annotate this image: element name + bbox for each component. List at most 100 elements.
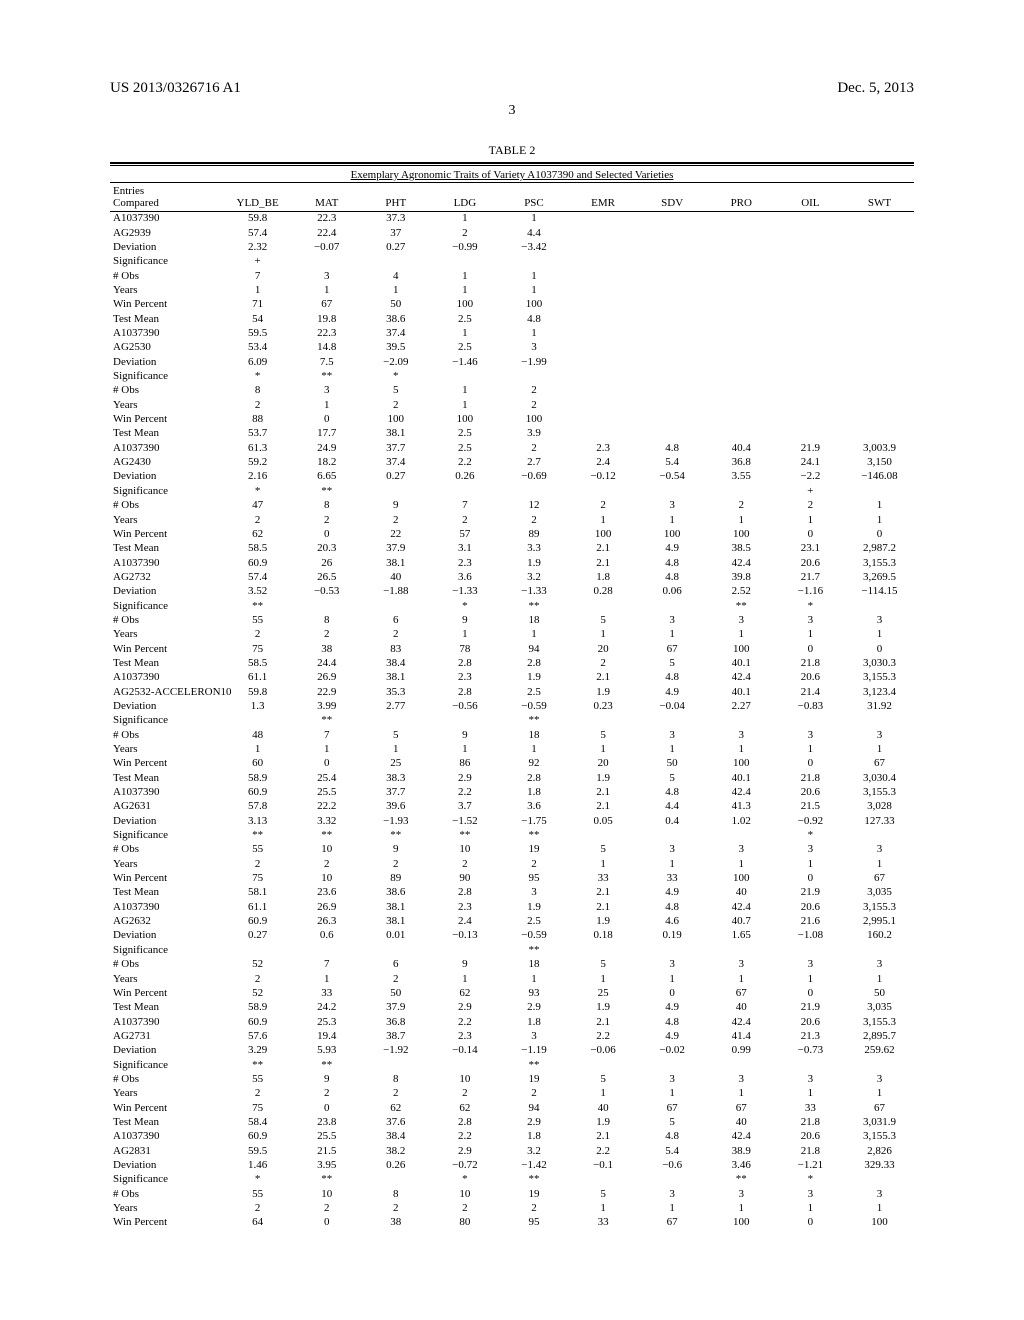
data-cell: −1.99 (499, 355, 568, 369)
data-cell: 47 (223, 499, 292, 513)
data-cell: 2.5 (430, 427, 499, 441)
data-cell (707, 241, 776, 255)
data-cell: 21.4 (776, 685, 845, 699)
data-cell: 2.3 (430, 901, 499, 915)
data-cell (638, 599, 707, 613)
data-cell: 8 (361, 1073, 430, 1087)
data-cell: 18 (499, 614, 568, 628)
row-label: A1037390 (110, 556, 223, 570)
table-row: Win Percent6002586922050100067 (110, 757, 914, 771)
data-cell: 3,269.5 (845, 571, 914, 585)
data-cell: 4.9 (638, 685, 707, 699)
data-cell: 1 (361, 743, 430, 757)
data-cell (776, 384, 845, 398)
data-cell: 2.1 (569, 1130, 638, 1144)
data-cell: 58.4 (223, 1116, 292, 1130)
data-cell: 19 (499, 843, 568, 857)
table-row: # Obs5598101953333 (110, 1073, 914, 1087)
data-cell: 20.6 (776, 1015, 845, 1029)
table-row: AG293957.422.43724.4 (110, 226, 914, 240)
data-cell: 55 (223, 1073, 292, 1087)
data-cell (845, 370, 914, 384)
table-row: Significance**** (110, 370, 914, 384)
data-cell: −1.93 (361, 814, 430, 828)
data-cell: 67 (638, 1216, 707, 1230)
data-cell: 9 (361, 843, 430, 857)
data-cell: 1 (707, 972, 776, 986)
data-cell (776, 255, 845, 269)
data-cell: 4.8 (638, 671, 707, 685)
row-label: Years (110, 398, 223, 412)
row-label: AG2430 (110, 456, 223, 470)
data-cell: 50 (361, 987, 430, 1001)
table-row: Years2121111111 (110, 972, 914, 986)
data-cell: 21.9 (776, 886, 845, 900)
data-cell: 1 (776, 972, 845, 986)
data-cell: 3.6 (430, 571, 499, 585)
data-cell: ** (499, 714, 568, 728)
table-row: A103739061.324.937.72.522.34.840.421.93,… (110, 442, 914, 456)
data-cell (707, 1058, 776, 1072)
data-cell (638, 212, 707, 227)
data-cell: 1 (845, 1087, 914, 1101)
data-cell: 59.5 (223, 1144, 292, 1158)
data-cell: 2.9 (430, 1144, 499, 1158)
data-cell: −0.07 (292, 241, 361, 255)
data-cell: 3.52 (223, 585, 292, 599)
data-cell: 67 (845, 1101, 914, 1115)
table-row: A103739059.522.337.411 (110, 327, 914, 341)
data-cell: 25.5 (292, 1130, 361, 1144)
row-label: Significance (110, 1058, 223, 1072)
data-cell: 2.52 (707, 585, 776, 599)
data-cell: 1 (707, 857, 776, 871)
data-cell: ** (292, 714, 361, 728)
row-label: Significance (110, 829, 223, 843)
data-cell: 95 (499, 872, 568, 886)
data-cell: 26.9 (292, 901, 361, 915)
data-cell: 18 (499, 958, 568, 972)
data-cell (845, 398, 914, 412)
data-cell: 22.2 (292, 800, 361, 814)
data-cell (707, 341, 776, 355)
data-cell: 2 (223, 513, 292, 527)
data-cell: −0.04 (638, 700, 707, 714)
table-row: # Obs558691853333 (110, 614, 914, 628)
table-row: Win Percent880100100100 (110, 413, 914, 427)
data-cell: 0 (776, 1216, 845, 1230)
data-cell: 20.3 (292, 542, 361, 556)
data-cell (707, 269, 776, 283)
data-cell: −0.59 (499, 700, 568, 714)
data-cell: 40.7 (707, 915, 776, 929)
data-cell: 40.4 (707, 442, 776, 456)
row-label: Test Mean (110, 771, 223, 785)
data-cell: 5 (569, 843, 638, 857)
data-cell: 100 (499, 413, 568, 427)
data-cell: −2.09 (361, 355, 430, 369)
data-cell (361, 1173, 430, 1187)
data-cell: 21.7 (776, 571, 845, 585)
table-row: Win Percent7506262944067673367 (110, 1101, 914, 1115)
data-cell: 42.4 (707, 901, 776, 915)
data-cell (845, 212, 914, 227)
data-cell: 40.1 (707, 657, 776, 671)
data-cell: ** (292, 370, 361, 384)
row-label: # Obs (110, 728, 223, 742)
data-cell: 9 (361, 499, 430, 513)
data-cell (776, 714, 845, 728)
data-cell: 3.99 (292, 700, 361, 714)
data-cell: 25.3 (292, 1015, 361, 1029)
row-label: Test Mean (110, 886, 223, 900)
data-cell: 2.3 (430, 1030, 499, 1044)
data-cell (707, 829, 776, 843)
data-cell: 2 (223, 972, 292, 986)
data-cell: 0.26 (361, 1159, 430, 1173)
data-cell: 5.4 (638, 1144, 707, 1158)
data-cell: 3 (638, 1187, 707, 1201)
data-cell: 259.62 (845, 1044, 914, 1058)
data-cell (845, 413, 914, 427)
data-cell: 22 (361, 528, 430, 542)
data-cell: 33 (569, 1216, 638, 1230)
table-row: AG253053.414.839.52.53 (110, 341, 914, 355)
data-cell: 5 (569, 958, 638, 972)
data-cell: 42.4 (707, 556, 776, 570)
